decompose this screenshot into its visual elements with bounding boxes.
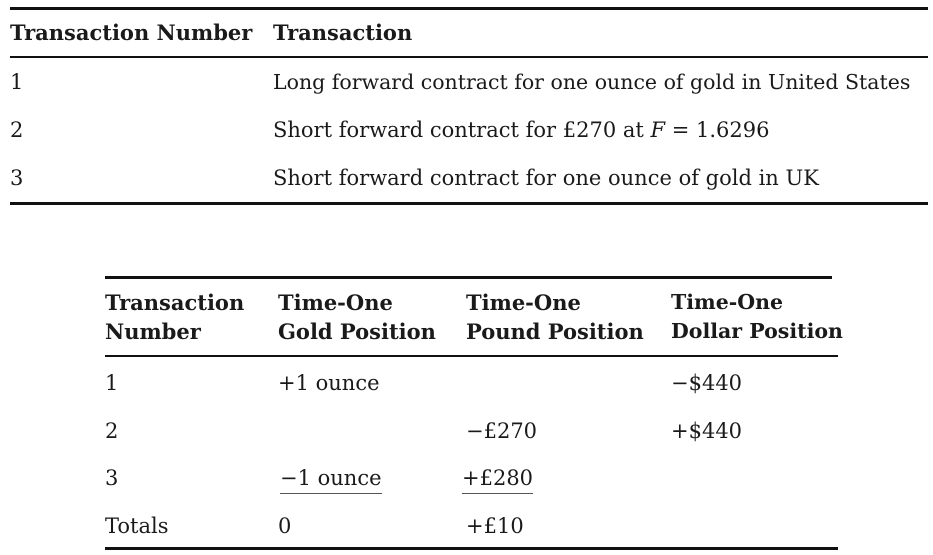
table2-row1-gold: +1 ounce [278, 371, 380, 395]
table2-top-rule [105, 276, 832, 279]
table2-totals-label: Totals [105, 514, 169, 538]
table2-header-gold-line2: Gold Position [278, 319, 436, 344]
table2-row1-number: 1 [105, 371, 119, 395]
table2-row3-pound: +£280 [462, 468, 534, 494]
table2-header-dollar: Time-One Dollar Position [671, 288, 843, 346]
table2-totals-gold: 0 [278, 514, 292, 538]
table2-header-number: Transaction Number [105, 288, 244, 346]
table1-row1-number: 1 [10, 70, 24, 94]
table2-header-gold: Time-One Gold Position [278, 288, 436, 346]
table1-header-transaction: Transaction [273, 20, 413, 45]
table2-bottom-rule [105, 547, 838, 550]
table1-header-number: Transaction Number [10, 20, 253, 45]
table1-row3-number: 3 [10, 166, 24, 190]
table2-row1-dollar: −$440 [671, 371, 743, 395]
table2-header-number-line2: Number [105, 319, 201, 344]
table1-row2-prefix: Short forward contract for £270 at [273, 118, 651, 142]
table2-row2-dollar: +$440 [671, 419, 743, 443]
table1-row1-transaction: Long forward contract for one ounce of g… [273, 70, 911, 94]
table2-totals-pound: +£10 [466, 514, 524, 538]
table2-header-gold-line1: Time-One [278, 290, 393, 315]
table2-row2-number: 2 [105, 419, 119, 443]
table2-header-number-line1: Transaction [105, 290, 245, 315]
forward-price-variable: F [650, 118, 666, 142]
table1-row2-transaction: Short forward contract for £270 at F = 1… [273, 120, 770, 141]
table2-header-dollar-line2: Dollar Position [671, 319, 843, 343]
table1-top-rule [10, 7, 928, 10]
table2-header-rule [105, 355, 838, 357]
table1-bottom-rule [10, 202, 928, 205]
table1-row2-suffix: = 1.6296 [665, 118, 770, 142]
table2-row3-number: 3 [105, 466, 119, 490]
table2-header-dollar-line1: Time-One [671, 290, 784, 314]
table2-header-pound: Time-One Pound Position [466, 288, 644, 346]
table2-header-pound-line2: Pound Position [466, 319, 644, 344]
table2-row3-gold: −1 ounce [280, 468, 382, 494]
table2-header-pound-line1: Time-One [466, 290, 581, 315]
table1-row2-number: 2 [10, 118, 24, 142]
table2-row2-pound: −£270 [466, 419, 538, 443]
table1-header-rule [10, 56, 928, 58]
table1-row3-transaction: Short forward contract for one ounce of … [273, 166, 819, 190]
